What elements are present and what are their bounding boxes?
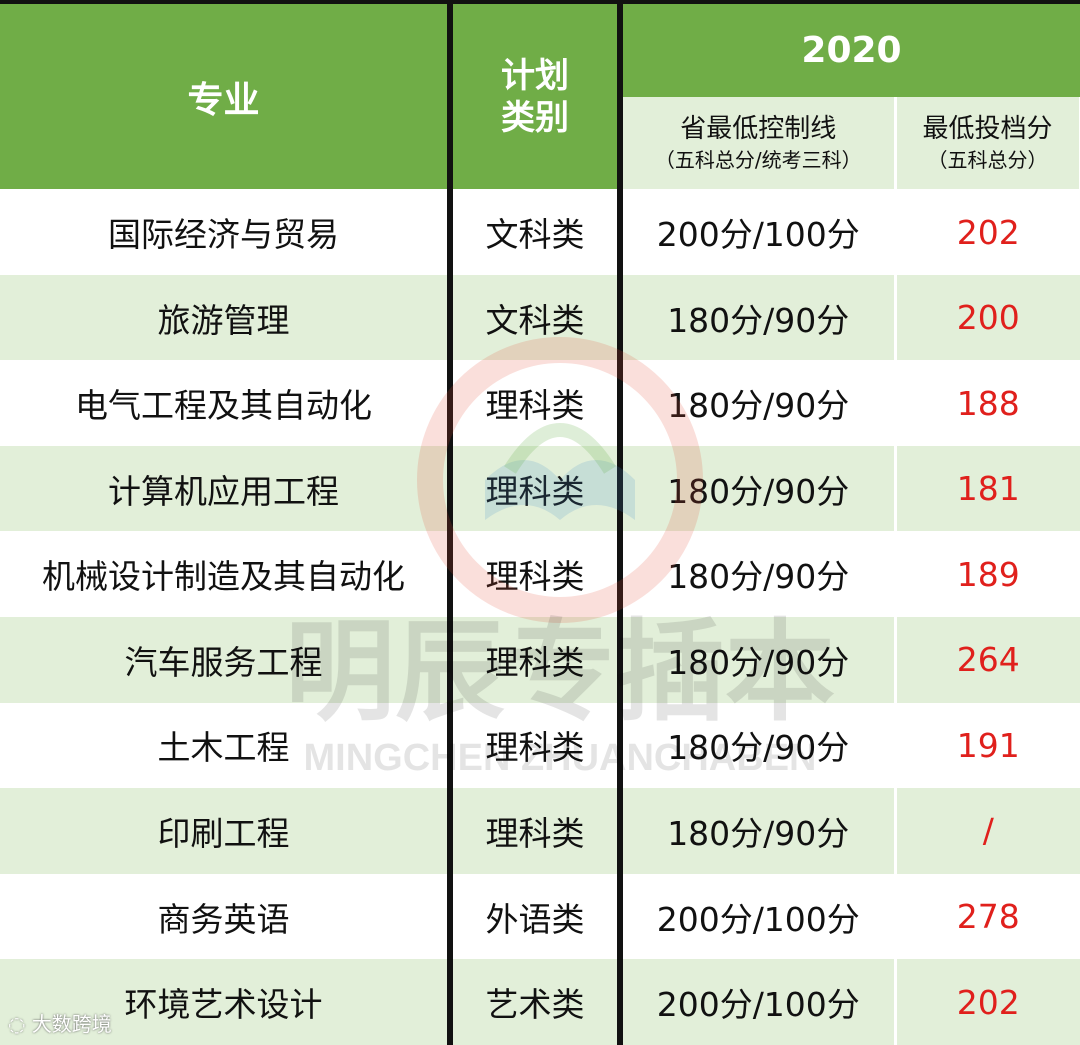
cell-min-score: 264: [893, 617, 1080, 703]
header-plan-type-line1: 计划: [501, 55, 569, 96]
cell-type: 文科类: [450, 274, 623, 361]
cell-control-line: 200分/100分: [618, 189, 895, 275]
cell-min-score: 200: [893, 274, 1080, 361]
header-year: 2020: [620, 2, 1080, 97]
header-plan-type: 计划 类别: [450, 2, 623, 190]
table-row: 土木工程 理科类 180分/90分 191: [0, 702, 1080, 789]
header-control-line-label: 省最低控制线: [680, 113, 837, 144]
cell-major: 商务英语: [0, 873, 453, 960]
cell-min-score: 188: [893, 360, 1080, 446]
header-major: 专业: [0, 2, 453, 190]
cell-major: 机械设计制造及其自动化: [0, 531, 453, 618]
cell-control-line: 180分/90分: [618, 702, 895, 789]
cell-control-line: 200分/100分: [618, 959, 895, 1045]
cell-major: 旅游管理: [0, 274, 453, 361]
table-row: 计算机应用工程 理科类 180分/90分 181: [0, 445, 1080, 532]
cell-major: 电气工程及其自动化: [0, 360, 453, 446]
cell-type: 理科类: [450, 531, 623, 618]
cell-control-line: 180分/90分: [618, 360, 895, 446]
table-row: 机械设计制造及其自动化 理科类 180分/90分 189: [0, 531, 1080, 618]
cell-min-score: 181: [893, 445, 1080, 532]
cell-type: 理科类: [450, 617, 623, 703]
header-min-score-label: 最低投档分: [922, 113, 1053, 144]
cell-min-score: 202: [893, 189, 1080, 275]
cell-type: 艺术类: [450, 959, 623, 1045]
header-control-line-note: （五科总分/统考三科）: [654, 147, 862, 172]
cell-type: 外语类: [450, 873, 623, 960]
cell-type: 理科类: [450, 702, 623, 789]
header-min-score-note: （五科总分）: [927, 147, 1048, 172]
table-row: 旅游管理 文科类 180分/90分 200: [0, 274, 1080, 361]
header-plan-type-line2: 类别: [501, 97, 569, 138]
table-row: 汽车服务工程 理科类 180分/90分 264: [0, 617, 1080, 703]
cell-type: 理科类: [450, 445, 623, 532]
source-label: 大数跨境: [31, 1012, 112, 1036]
table-row: 商务英语 外语类 200分/100分 278: [0, 873, 1080, 960]
chat-bubble-icon: ◌: [8, 1012, 26, 1036]
cell-control-line: 180分/90分: [618, 445, 895, 532]
cell-control-line: 180分/90分: [618, 617, 895, 703]
cell-control-line: 180分/90分: [618, 788, 895, 874]
cell-major: 国际经济与贸易: [0, 189, 453, 275]
header-control-line: 省最低控制线 （五科总分/统考三科）: [618, 96, 897, 190]
cell-min-score: 189: [893, 531, 1080, 618]
table-row: 电气工程及其自动化 理科类 180分/90分 188: [0, 360, 1080, 446]
cell-type: 文科类: [450, 189, 623, 275]
cell-min-score: 278: [893, 873, 1080, 960]
cell-major: 汽车服务工程: [0, 617, 453, 703]
cell-control-line: 180分/90分: [618, 274, 895, 361]
cell-type: 理科类: [450, 788, 623, 874]
cell-control-line: 180分/90分: [618, 531, 895, 618]
cell-major: 环境艺术设计: [0, 959, 453, 1045]
cell-major: 土木工程: [0, 702, 453, 789]
header-min-score: 最低投档分 （五科总分）: [893, 96, 1080, 190]
cell-control-line: 200分/100分: [618, 873, 895, 960]
table-row: 环境艺术设计 艺术类 200分/100分 202: [0, 959, 1080, 1045]
cell-min-score: 191: [893, 702, 1080, 789]
cell-min-score: /: [893, 788, 1080, 874]
cell-major: 计算机应用工程: [0, 445, 453, 532]
source-watermark: ◌ 大数跨境: [8, 1008, 112, 1037]
cell-major: 印刷工程: [0, 788, 453, 874]
cell-type: 理科类: [450, 360, 623, 446]
cell-min-score: 202: [893, 959, 1080, 1045]
table-row: 国际经济与贸易 文科类 200分/100分 202: [0, 189, 1080, 275]
table-row: 印刷工程 理科类 180分/90分 /: [0, 788, 1080, 874]
